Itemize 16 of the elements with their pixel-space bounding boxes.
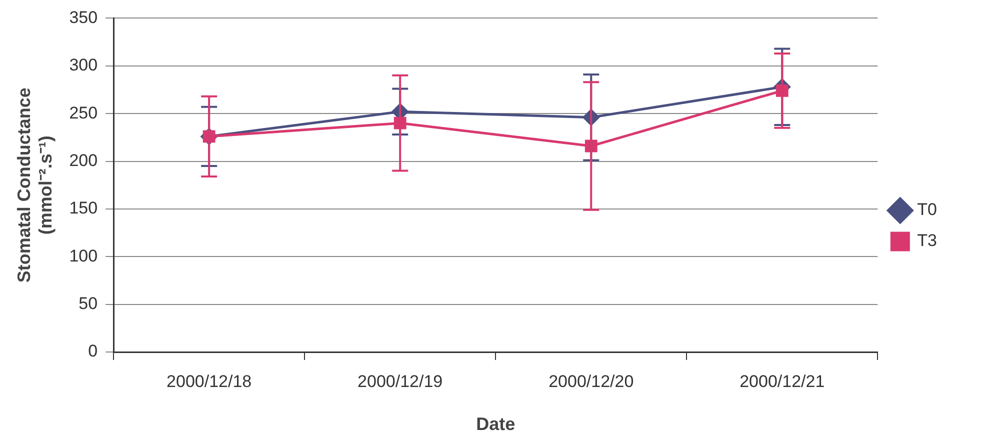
y-tick-label: 200 [69, 150, 98, 170]
y-tick-label: 300 [69, 56, 98, 75]
x-axis-title: Date [476, 414, 516, 434]
y-axis-title: Stomatal Conductance (mmol⁻².s⁻¹) [14, 88, 56, 283]
legend-label: T0 [917, 200, 938, 220]
x-tick-label: 2000/12/19 [358, 372, 443, 391]
y-tick-label: 250 [69, 103, 98, 122]
y-tick-label: 0 [88, 342, 98, 361]
x-tick-label: 2000/12/21 [740, 372, 825, 391]
y-tick-label: 100 [69, 246, 98, 266]
x-tick-label: 2000/12/20 [548, 372, 634, 391]
y-tick-label: 50 [78, 294, 98, 313]
x-tick-label: 2000/12/18 [166, 372, 252, 391]
y-tick-label: 150 [69, 198, 98, 218]
y-tick-label: 350 [69, 8, 98, 27]
legend-label: T3 [917, 231, 938, 250]
